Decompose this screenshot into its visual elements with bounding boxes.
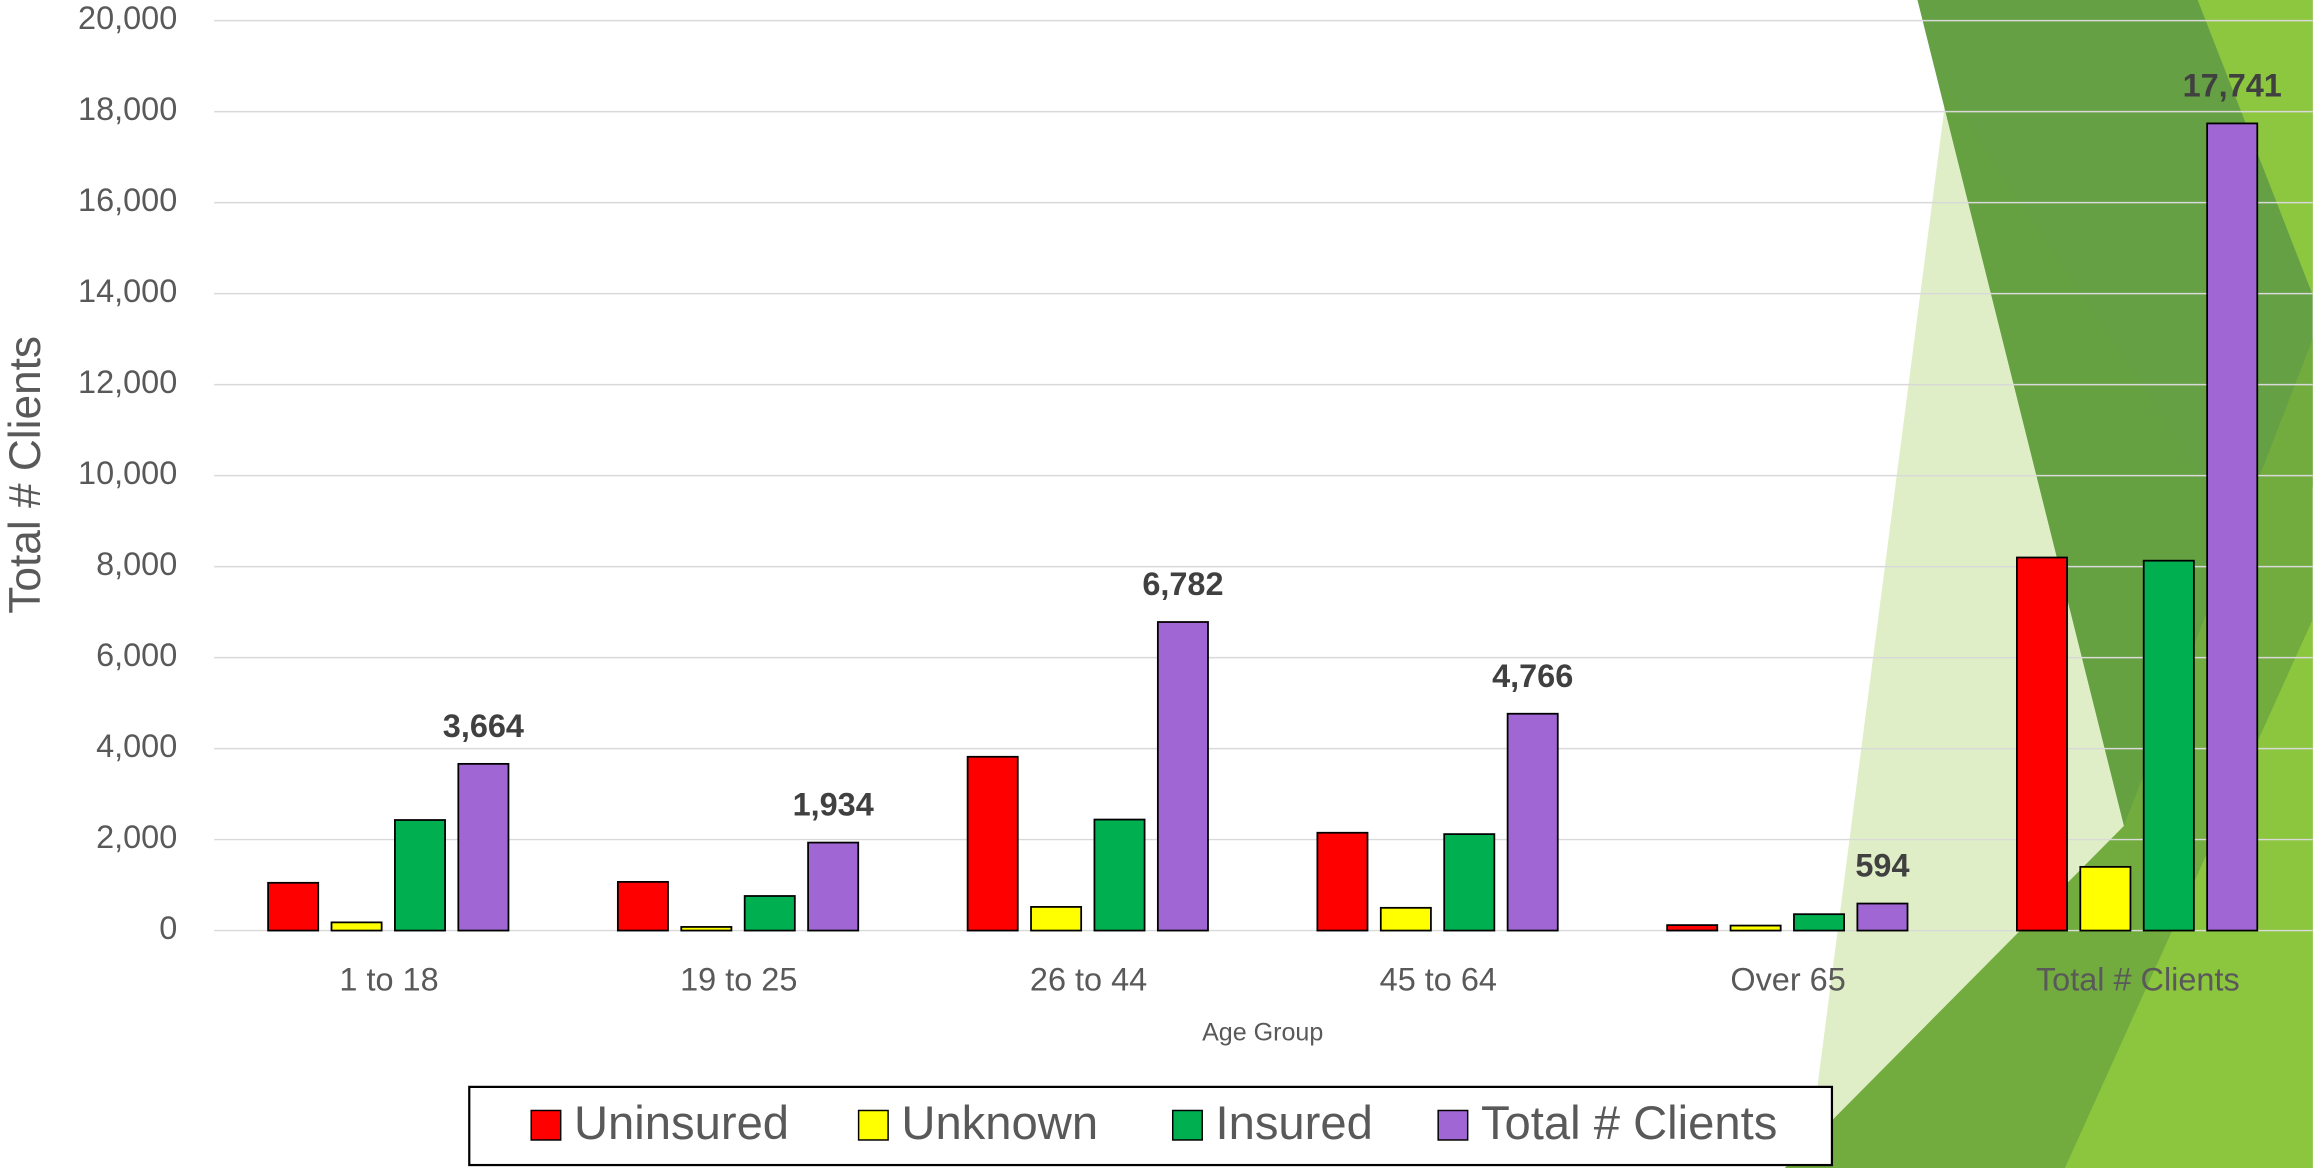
bar [1857,904,1907,931]
data-label: 594 [1855,848,1909,884]
data-label: 3,664 [443,708,524,744]
x-tick-label: 26 to 44 [1030,962,1147,998]
bar [1094,820,1144,931]
legend-label: Insured [1215,1097,1372,1150]
x-tick-label: Over 65 [1730,962,1845,998]
x-tick-label: 19 to 25 [680,962,797,998]
legend-swatch [859,1110,888,1139]
x-tick-label: 1 to 18 [339,962,438,998]
bar [268,883,318,931]
chart: 0 2,000 4,000 6,000 8,000 10,000 12,000 14,000 1… [0,0,2313,1168]
bar [618,882,668,931]
bar [1508,714,1558,931]
x-axis-title: Age Group [1202,1018,1323,1046]
bar [2080,867,2130,931]
y-tick-label: 8,000 [96,546,177,582]
legend-swatch [1173,1110,1202,1139]
y-tick-label: 20,000 [78,0,177,36]
bar [745,896,795,931]
bar [458,764,508,931]
bar [2207,123,2257,930]
data-label: 17,741 [2183,68,2282,104]
y-tick-label: 6,000 [96,637,177,673]
y-tick-label: 18,000 [78,91,177,127]
legend-label: Total # Clients [1481,1097,1777,1150]
bar [1667,925,1717,930]
bar [968,757,1018,931]
y-tick-label: 14,000 [78,273,177,309]
bar [1158,622,1208,931]
y-tick-label: 0 [159,910,177,946]
data-label: 4,766 [1492,658,1573,694]
y-tick-label: 4,000 [96,728,177,764]
legend-swatch [1438,1110,1467,1139]
data-label: 1,934 [793,787,874,823]
y-tick-label: 12,000 [78,364,177,400]
bar [1031,907,1081,931]
y-axis-title: Total # Clients [1,336,50,614]
bar [1381,908,1431,931]
bar [1731,926,1781,931]
x-tick-label: 45 to 64 [1380,962,1497,998]
bar [1794,914,1844,930]
x-tick-label: Total # Clients [2036,962,2240,998]
data-label: 6,782 [1142,566,1223,602]
legend-label: Uninsured [574,1097,789,1150]
bar [2017,557,2067,930]
bar [2144,561,2194,931]
bar [332,922,382,930]
bar [395,820,445,931]
bar [1444,834,1494,930]
bar [1317,833,1367,931]
legend-label: Unknown [901,1097,1098,1150]
bar [808,843,858,931]
legend-swatch [531,1110,560,1139]
y-tick-label: 2,000 [96,819,177,855]
bar [681,927,731,931]
y-tick-label: 16,000 [78,182,177,218]
y-tick-label: 10,000 [78,455,177,491]
